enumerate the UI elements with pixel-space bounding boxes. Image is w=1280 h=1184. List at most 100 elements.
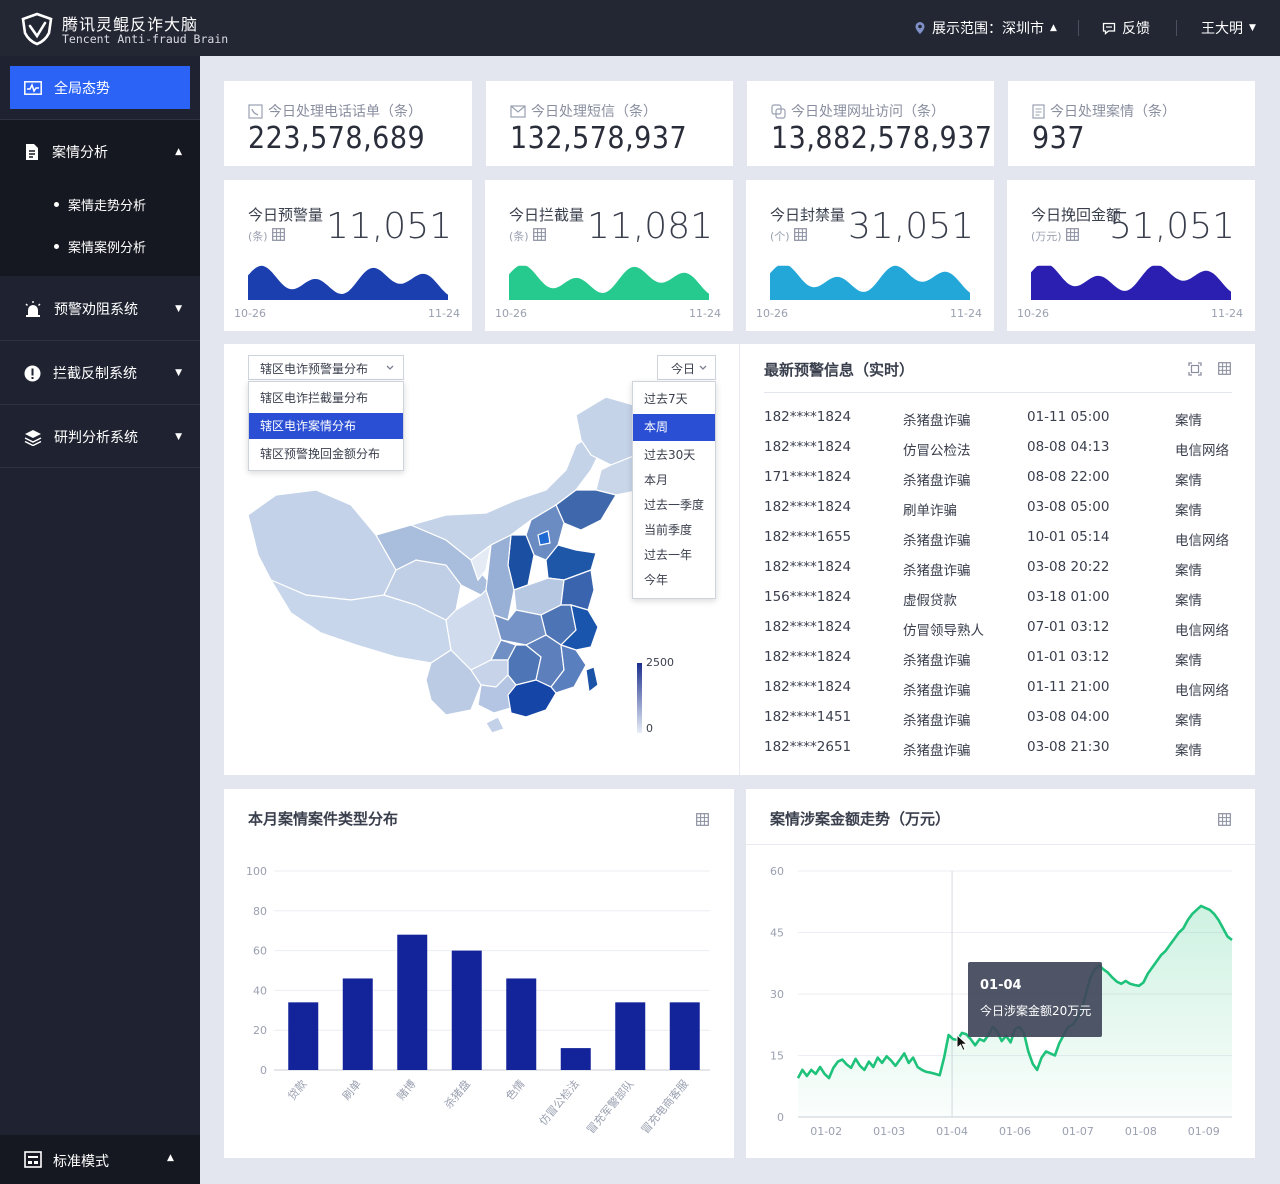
period-option[interactable]: 本月 (644, 473, 669, 487)
table-icon[interactable] (793, 228, 807, 244)
period-option[interactable]: 过去7天 (644, 392, 688, 406)
feed-row[interactable]: 182****1824 杀猪盘诈骗 01-11 05:00 案情 (764, 409, 1244, 429)
user-name: 王大明 (1201, 21, 1243, 37)
sparkline-area (509, 265, 709, 300)
period-select[interactable]: 今日 (657, 355, 716, 380)
map-region-guangdong (507, 679, 557, 718)
expand-icon[interactable] (1188, 362, 1202, 376)
bar[interactable] (615, 1002, 646, 1070)
metric-label: 今日挽回金额 (1031, 206, 1122, 224)
feed-row[interactable]: 182****1824 杀猪盘诈骗 03-08 20:22 案情 (764, 559, 1244, 579)
bar[interactable] (288, 1002, 319, 1070)
y-tick-label: 20 (253, 1024, 267, 1037)
feed-type: 杀猪盘诈骗 (903, 533, 971, 549)
sidebar-item-research[interactable]: 研判分析系统 ▼ (0, 417, 200, 457)
feed-row[interactable]: 182****2651 杀猪盘诈骗 03-08 21:30 案情 (764, 739, 1244, 759)
kpi-label: 今日处理短信（条） (531, 104, 657, 120)
feed-row[interactable]: 182****1655 杀猪盘诈骗 10-01 05:14 电信网络 (764, 529, 1244, 549)
sparkline-chart (248, 265, 448, 300)
mode-switch[interactable]: 标准模式 ▲ (0, 1135, 200, 1184)
feed-type: 杀猪盘诈骗 (903, 473, 971, 489)
dropdown-option[interactable]: 辖区预警挽回金额分布 (260, 447, 381, 461)
kpi-label-row: 今日处理电话话单（条） (248, 101, 422, 121)
map-color-legend (637, 663, 642, 733)
feed-time: 08-08 22:00 (1027, 469, 1110, 485)
x-tick-label: 01-03 (873, 1125, 905, 1138)
x-tick-label: 01-04 (936, 1125, 968, 1138)
panel-divider (746, 844, 1255, 845)
sidebar-subitem-cases[interactable]: 案情案例分析 (0, 237, 200, 256)
table-icon[interactable] (1218, 362, 1231, 379)
sidebar-item-label: 拦截反制系统 (53, 366, 137, 382)
layers-icon (24, 429, 42, 446)
metric-unit-row: (个) (770, 228, 807, 244)
bar[interactable] (451, 950, 482, 1070)
feed-row[interactable]: 182****1824 刷单诈骗 03-08 05:00 案情 (764, 499, 1244, 519)
y-tick-label: 100 (246, 865, 267, 878)
metric-value: 11,051 (326, 206, 452, 247)
dropdown-option[interactable]: 辖区电诈拦截量分布 (260, 391, 369, 405)
period-option[interactable]: 当前季度 (644, 523, 693, 537)
bar[interactable] (560, 1048, 591, 1070)
metric-value: 31,051 (848, 206, 974, 247)
sidebar-subitem-trend[interactable]: 案情走势分析 (0, 195, 200, 214)
metric-value: 11,081 (587, 206, 713, 247)
feed-source: 案情 (1175, 593, 1202, 609)
x-tick-label: 冒充军警部队 (583, 1077, 636, 1137)
sidebar-item-overview[interactable]: 全局态势 (10, 66, 190, 109)
metric-card-warning: 今日预警量 (条) 11,051 10-26 11-24 (224, 180, 472, 331)
line-chart: 0 15 30 45 60 01-02 01-03 01-04 01-06 01-07 01-08 0… (770, 865, 1233, 1138)
period-option[interactable]: 过去一年 (644, 548, 693, 562)
feed-row[interactable]: 182****1824 仿冒公检法 08-08 04:13 电信网络 (764, 439, 1244, 459)
dropdown-option-selected[interactable]: 辖区电诈案情分布 (249, 413, 403, 439)
feed-time: 03-08 20:22 (1027, 559, 1110, 575)
divider (0, 340, 200, 341)
scope-selector[interactable]: 展示范围：深圳市 ▲ (914, 18, 1057, 38)
bar[interactable] (342, 978, 373, 1070)
table-icon[interactable] (532, 228, 546, 244)
feed-row[interactable]: 182****1824 杀猪盘诈骗 01-11 21:00 电信网络 (764, 679, 1244, 699)
metric-card-recovered: 今日挽回金额 (万元) 51,051 10-26 11-24 (1007, 180, 1255, 331)
period-option[interactable]: 过去30天 (644, 448, 696, 462)
bar[interactable] (506, 978, 537, 1070)
period-option[interactable]: 今年 (644, 573, 669, 587)
metric-label: 今日拦截量 (509, 206, 585, 224)
bar[interactable] (397, 934, 428, 1070)
sidebar-item-case-analysis[interactable]: 案情分析 ▲ (0, 132, 200, 172)
feed-row[interactable]: 182****1824 仿冒领导熟人 07-01 03:12 电信网络 (764, 619, 1244, 639)
period-option-selected[interactable]: 本周 (633, 414, 715, 441)
caret-down-icon: ▼ (175, 368, 182, 378)
feed-row[interactable]: 156****1824 虚假贷款 03-18 01:00 案情 (764, 589, 1244, 609)
table-icon[interactable] (271, 228, 285, 244)
feed-time: 08-08 04:13 (1027, 439, 1110, 455)
period-option[interactable]: 过去一季度 (644, 498, 705, 512)
feed-source: 案情 (1175, 413, 1202, 429)
y-tick-label: 30 (770, 988, 784, 1001)
x-tick-label: 01-07 (1062, 1125, 1094, 1138)
sparkline-chart (770, 265, 970, 300)
feedback-button[interactable]: 反馈 (1102, 18, 1150, 38)
kpi-card-sms: 今日处理短信（条） 132,578,937 (486, 81, 733, 166)
feed-type: 杀猪盘诈骗 (903, 683, 971, 699)
metric-unit: (条) (248, 230, 268, 243)
y-tick-label: 40 (253, 984, 267, 997)
feed-row[interactable]: 182****1451 杀猪盘诈骗 03-08 04:00 案情 (764, 709, 1244, 729)
sidebar-item-warning[interactable]: 预警劝阻系统 ▼ (0, 289, 200, 329)
kpi-label-row: 今日处理短信（条） (510, 101, 657, 121)
table-icon[interactable] (1065, 228, 1079, 244)
sidebar-item-intercept[interactable]: 拦截反制系统 ▼ (0, 353, 200, 393)
feed-row[interactable]: 171****1824 杀猪盘诈骗 08-08 22:00 案情 (764, 469, 1244, 489)
kpi-card-calls: 今日处理电话话单（条） 223,578,689 (224, 81, 472, 166)
table-icon[interactable] (696, 813, 709, 830)
user-menu[interactable]: 王大明 ▼ (1201, 18, 1256, 38)
period-dropdown: 过去7天 本周 过去30天 本月 过去一季度 当前季度 过去一年 今年 (632, 381, 716, 599)
map-metric-select[interactable]: 辖区电诈预警量分布 (248, 355, 404, 380)
date-start: 10-26 (756, 307, 788, 320)
feed-row[interactable]: 182****1824 杀猪盘诈骗 01-01 03:12 案情 (764, 649, 1244, 669)
sidebar-item-label: 预警劝阻系统 (54, 302, 138, 318)
panel-divider (739, 344, 740, 775)
caret-up-icon: ▲ (167, 1153, 174, 1163)
bar[interactable] (669, 1002, 700, 1070)
grid-table-glyph (1065, 228, 1079, 241)
table-icon[interactable] (1218, 813, 1231, 830)
